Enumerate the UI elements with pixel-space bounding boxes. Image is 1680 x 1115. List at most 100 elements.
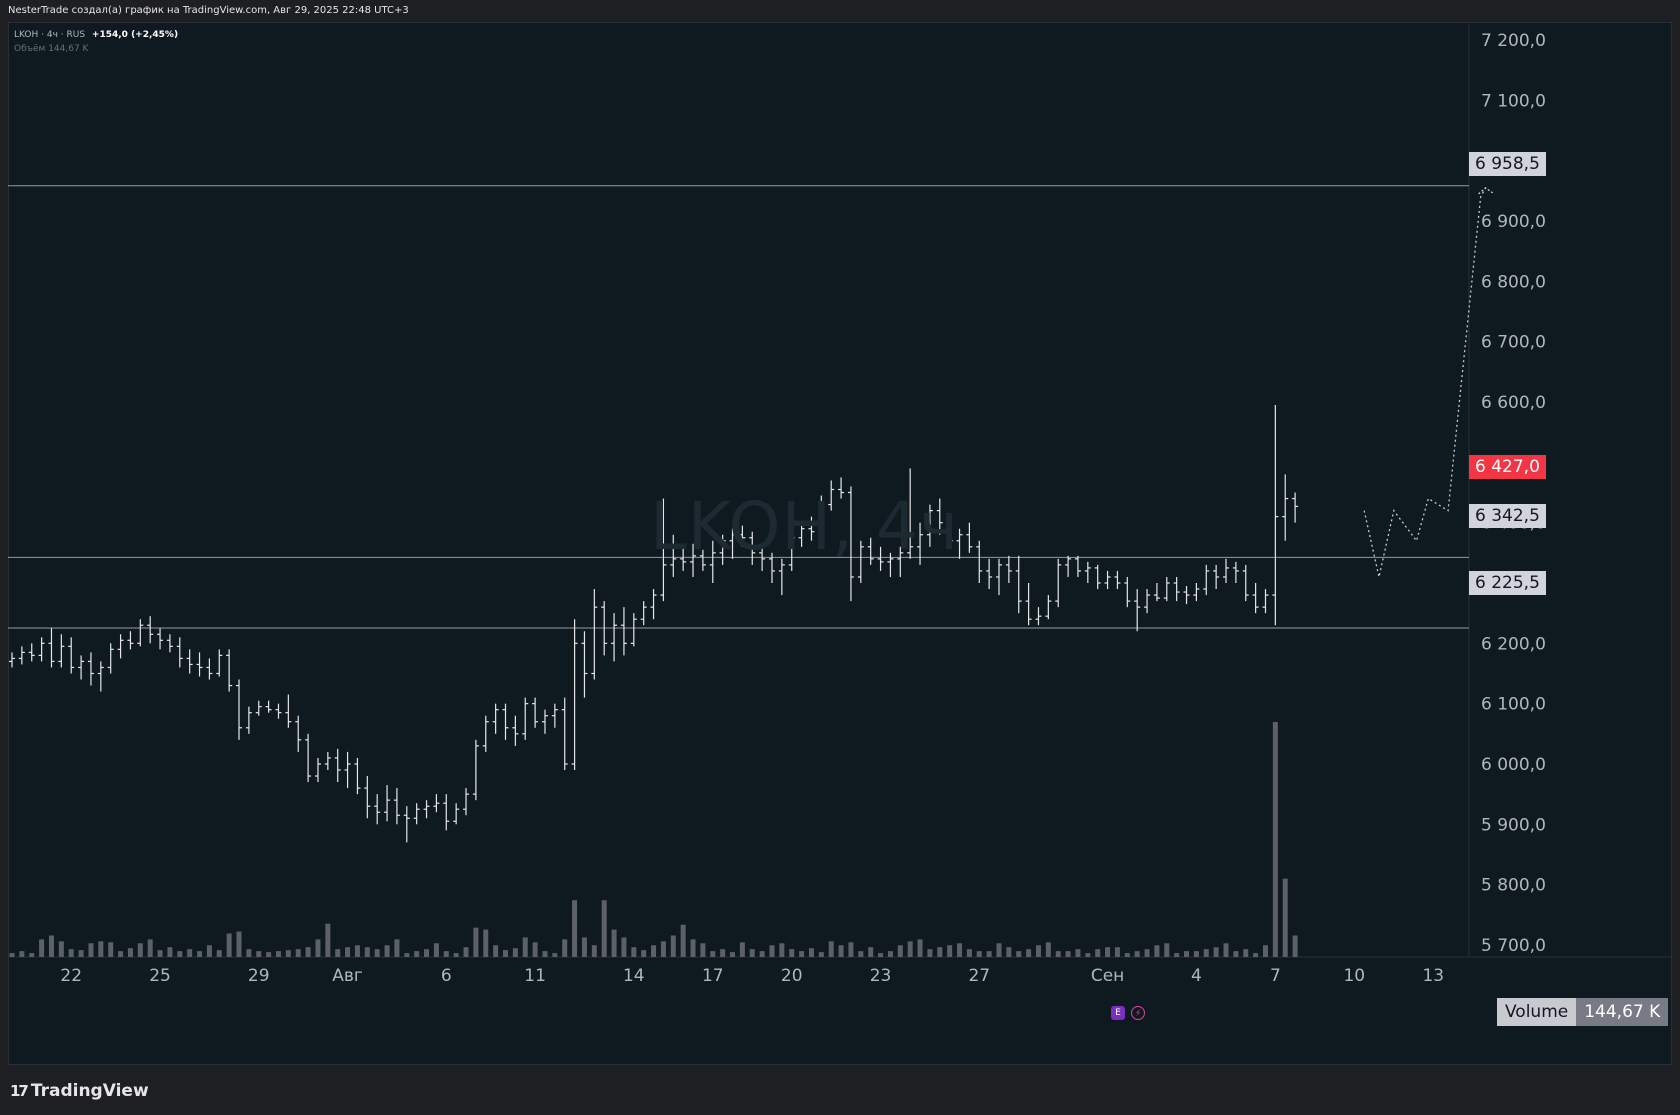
ohlc-bar (759, 543, 766, 571)
ohlc-bar (828, 480, 835, 511)
ohlc-bar (364, 776, 371, 819)
ohlc-bar (236, 679, 243, 740)
ohlc-bar (226, 649, 233, 692)
ohlc-bar (571, 619, 578, 770)
ohlc-bar (739, 525, 746, 547)
volume-bar (266, 952, 272, 957)
volume-bar (354, 945, 360, 957)
ohlc-bar (344, 751, 351, 789)
ohlc-bar (512, 715, 519, 746)
projection-path (1363, 187, 1493, 578)
volume-bar (581, 937, 587, 957)
price-tick-label: 6 100,0 (1481, 695, 1546, 715)
earnings-icon[interactable]: E (1111, 1006, 1125, 1020)
ohlc-bar (413, 803, 420, 825)
volume-bar (206, 945, 212, 957)
volume-bar (858, 951, 864, 957)
ohlc-bar (275, 703, 282, 719)
volume-bar (996, 943, 1002, 957)
ohlc-bar (907, 468, 914, 559)
ohlc-bar (245, 706, 252, 734)
chart-panel[interactable] (8, 22, 1672, 1065)
ohlc-bar (472, 739, 479, 801)
price-chart[interactable]: 7 200,07 100,07 000,06 900,06 800,06 700… (8, 22, 1672, 1065)
volume-bar (710, 951, 716, 957)
ohlc-bar (147, 616, 154, 644)
price-tick-label: 6 800,0 (1481, 272, 1546, 292)
volume-bar (1124, 953, 1130, 957)
ohlc-bar (680, 546, 687, 571)
ohlc-bar (1262, 589, 1269, 614)
volume-bar (1045, 942, 1051, 957)
volume-bar (285, 950, 291, 957)
legend-symbol[interactable]: LKOH · 4ч · RUS (14, 30, 86, 40)
ohlc-bar (897, 546, 904, 577)
ohlc-bar (611, 613, 618, 662)
ohlc-bar (1124, 576, 1131, 608)
ohlc-bar (1144, 589, 1151, 614)
volume-bar (473, 927, 479, 957)
volume-bar (947, 945, 953, 957)
ohlc-bar (1193, 583, 1200, 602)
volume-bar (443, 951, 449, 957)
volume-bar (48, 935, 54, 957)
volume-bar (927, 949, 933, 957)
ohlc-bar (877, 546, 884, 571)
volume-tag-label: Volume (1497, 998, 1577, 1026)
volume-bar (759, 951, 765, 957)
ohlc-bar (1213, 564, 1220, 590)
volume-bar (1055, 951, 1061, 957)
ohlc-bar (996, 558, 1002, 596)
volume-bar (1174, 953, 1180, 957)
tradingview-brand[interactable]: 17 TradingView (10, 1081, 149, 1101)
volume-bar (779, 943, 785, 957)
volume-bars (9, 722, 1298, 957)
time-tick-label: 25 (149, 966, 171, 986)
volume-bar (848, 942, 854, 957)
volume-bar (364, 947, 370, 957)
ohlc-bar (1153, 583, 1160, 602)
price-tick-label: 5 800,0 (1481, 876, 1546, 896)
ohlc-bar (1134, 589, 1141, 632)
volume-bar (345, 947, 351, 957)
ohlc-bar (808, 516, 815, 541)
ohlc-bars (9, 405, 1299, 843)
ohlc-bar (1094, 564, 1101, 590)
volume-bar (690, 939, 696, 957)
volume-bar (137, 943, 143, 957)
ohlc-bar (1163, 576, 1170, 602)
ohlc-bar (1232, 561, 1239, 583)
volume-tag: Volume 144,67 K (1497, 998, 1669, 1026)
symbol-watermark: LKOH, 4ч (650, 488, 959, 565)
ohlc-bar (97, 661, 104, 692)
time-tick-label: Сен (1091, 966, 1124, 986)
time-tick-label: 17 (702, 966, 724, 986)
footer (0, 1065, 1680, 1115)
volume-bar (463, 947, 469, 957)
legend-volume-label[interactable]: Объём (14, 44, 46, 54)
volume-bar (818, 952, 824, 957)
volume-bar (591, 945, 597, 957)
volume-bar (512, 948, 518, 957)
ohlc-bar (798, 522, 805, 547)
ohlc-bar (749, 531, 756, 565)
ohlc-bar (1272, 405, 1279, 626)
ohlc-bar (729, 528, 736, 559)
volume-bar (39, 939, 45, 957)
dividend-icon[interactable]: ⚡ (1131, 1006, 1145, 1020)
volume-bar (1233, 951, 1239, 957)
volume-bar (9, 953, 15, 957)
ohlc-bar (986, 558, 993, 590)
ohlc-bar (334, 748, 341, 783)
volume-bar (433, 943, 439, 957)
time-tick-label: 11 (524, 966, 546, 986)
ohlc-bar (502, 703, 509, 740)
ohlc-bar (1005, 555, 1012, 583)
time-tick-label: 20 (781, 966, 803, 986)
ohlc-bar (482, 715, 489, 752)
ohlc-bar (433, 794, 440, 813)
chart-credit: NesterTrade создал(а) график на TradingV… (8, 5, 409, 16)
volume-bar (108, 942, 114, 957)
price-tick-label: 6 600,0 (1481, 393, 1546, 413)
ohlc-bar (403, 806, 410, 843)
